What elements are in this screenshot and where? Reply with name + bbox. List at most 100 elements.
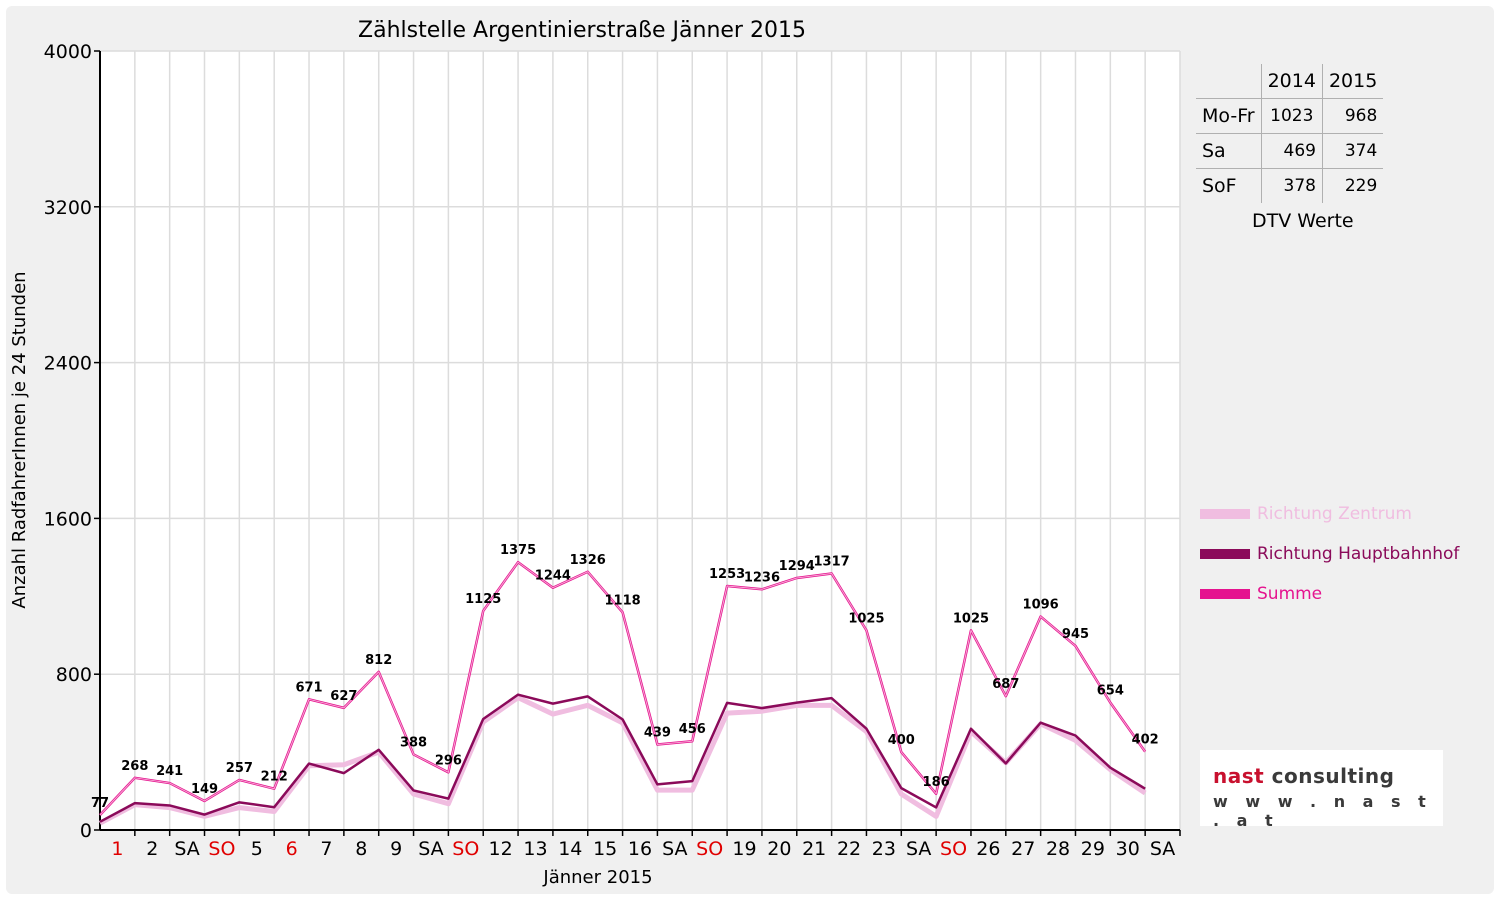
x-tick-label: SA bbox=[174, 838, 199, 860]
x-tick-label: 30 bbox=[1116, 838, 1140, 860]
dtv-table: 2014 2015 Mo-Fr 1023 968 Sa 469 374 SoF … bbox=[1196, 64, 1384, 203]
data-label: 186 bbox=[923, 775, 950, 790]
dtv-value: 374 bbox=[1322, 133, 1384, 169]
x-tick-label: 28 bbox=[1046, 838, 1070, 860]
data-label: 1125 bbox=[465, 592, 501, 607]
x-tick-label: 12 bbox=[489, 838, 513, 860]
series-line-1 bbox=[99, 693, 1146, 823]
legend-item-summe: Summe bbox=[1200, 574, 1459, 614]
x-tick-label: SA bbox=[906, 838, 931, 860]
data-label: 1236 bbox=[744, 570, 780, 585]
dtv-row-label: SoF bbox=[1196, 168, 1262, 203]
nast-consulting-logo: nast consulting w w w . n a s t . a t bbox=[1200, 750, 1443, 830]
y-tick-label: 2400 bbox=[44, 353, 92, 375]
dtv-value: 968 bbox=[1322, 98, 1384, 134]
x-axis-label: Jänner 2015 bbox=[542, 867, 652, 888]
data-label: 1375 bbox=[500, 543, 536, 558]
dtv-value: 469 bbox=[1261, 133, 1323, 169]
x-tick-label: SA bbox=[662, 838, 687, 860]
data-label: 627 bbox=[330, 689, 357, 704]
data-label: 241 bbox=[156, 764, 183, 779]
dtv-value: 378 bbox=[1261, 168, 1323, 203]
data-label: 671 bbox=[295, 680, 322, 695]
dtv-header-row: 2014 2015 bbox=[1196, 64, 1384, 99]
data-label: 402 bbox=[1132, 733, 1159, 748]
x-tick-label: SO bbox=[940, 838, 967, 860]
x-tick-label: 16 bbox=[628, 838, 652, 860]
data-label: 1294 bbox=[779, 559, 815, 574]
chart-title: Zählstelle Argentinierstraße Jänner 2015 bbox=[358, 18, 806, 43]
data-label: 456 bbox=[679, 722, 706, 737]
x-tick-label: 21 bbox=[802, 838, 826, 860]
data-label: 149 bbox=[191, 782, 218, 797]
x-tick-label: SA bbox=[418, 838, 443, 860]
x-tick-label: SA bbox=[1150, 838, 1175, 860]
data-label: 400 bbox=[888, 733, 915, 748]
legend-item-zentrum: Richtung Zentrum bbox=[1200, 494, 1459, 534]
data-label: 1244 bbox=[535, 569, 571, 584]
x-tick-label: 6 bbox=[286, 838, 298, 860]
y-axis-label: Anzahl RadfahrerInnen je 24 Stunden bbox=[9, 271, 30, 608]
x-tick-label: 9 bbox=[390, 838, 402, 860]
data-label: 212 bbox=[261, 770, 288, 785]
dtv-value: 1023 bbox=[1261, 98, 1323, 134]
data-label: 1096 bbox=[1023, 598, 1059, 613]
x-tick-label: 1 bbox=[111, 838, 123, 860]
data-label: 1317 bbox=[814, 555, 850, 570]
logo-url: w w w . n a s t . a t bbox=[1213, 792, 1432, 830]
data-label: 77 bbox=[91, 796, 109, 811]
x-tick-label: 26 bbox=[976, 838, 1000, 860]
y-tick-label: 0 bbox=[80, 820, 92, 842]
data-label: 388 bbox=[400, 735, 427, 750]
legend-item-hauptbahnhof: Richtung Hauptbahnhof bbox=[1200, 534, 1459, 574]
data-label: 654 bbox=[1097, 684, 1124, 699]
data-label: 812 bbox=[365, 653, 392, 668]
dtv-header-2014: 2014 bbox=[1261, 64, 1323, 99]
x-tick-label: 20 bbox=[767, 838, 791, 860]
legend-label: Summe bbox=[1257, 584, 1323, 604]
data-label: 1326 bbox=[570, 553, 606, 568]
series-line-highlight bbox=[99, 561, 1146, 816]
x-tick-label: 14 bbox=[558, 838, 582, 860]
x-tick-label: 27 bbox=[1011, 838, 1035, 860]
y-tick-label: 3200 bbox=[44, 197, 92, 219]
data-label: 687 bbox=[992, 677, 1019, 692]
x-tick-label: 5 bbox=[251, 838, 263, 860]
dtv-caption: DTV Werte bbox=[1252, 210, 1354, 232]
x-tick-label: 13 bbox=[523, 838, 547, 860]
data-labels: 77 268 241 149 257 212 671 627 812 388 296 1125 1375… bbox=[91, 543, 1159, 811]
data-label: 1025 bbox=[953, 611, 989, 626]
legend-swatch bbox=[1200, 509, 1250, 519]
x-tick-label: 22 bbox=[837, 838, 861, 860]
x-tick-label: SO bbox=[452, 838, 479, 860]
legend-label: Richtung Hauptbahnhof bbox=[1257, 544, 1460, 564]
dtv-row-label: Sa bbox=[1196, 133, 1262, 169]
y-tick-label: 4000 bbox=[44, 41, 92, 63]
y-tick-label: 800 bbox=[56, 664, 92, 686]
data-label: 296 bbox=[435, 753, 462, 768]
legend-swatch bbox=[1200, 549, 1250, 559]
legend-label: Richtung Zentrum bbox=[1257, 504, 1412, 524]
data-label: 257 bbox=[226, 761, 253, 776]
dtv-value: 229 bbox=[1344, 176, 1378, 196]
x-tick-label: 2 bbox=[146, 838, 158, 860]
data-label: 1118 bbox=[604, 593, 640, 608]
x-tick-label: SO bbox=[208, 838, 235, 860]
data-label: 439 bbox=[644, 726, 671, 741]
y-tick-label: 1600 bbox=[44, 508, 92, 530]
data-label: 945 bbox=[1062, 627, 1089, 642]
x-tick-label: 23 bbox=[872, 838, 896, 860]
dtv-header-2015: 2015 bbox=[1322, 64, 1384, 99]
legend: Richtung Zentrum Richtung Hauptbahnhof S… bbox=[1200, 494, 1459, 614]
data-label: 1025 bbox=[848, 611, 884, 626]
x-tick-label: 7 bbox=[320, 838, 332, 860]
x-tick-label: 29 bbox=[1081, 838, 1105, 860]
x-tick-label: 19 bbox=[732, 838, 756, 860]
dtv-row-sa: Sa 469 374 bbox=[1196, 133, 1384, 169]
data-label: 1253 bbox=[709, 567, 745, 582]
logo-wordmark: nast consulting bbox=[1213, 764, 1395, 788]
x-tick-label: 15 bbox=[593, 838, 617, 860]
dtv-row-label: Mo-Fr bbox=[1196, 98, 1262, 134]
